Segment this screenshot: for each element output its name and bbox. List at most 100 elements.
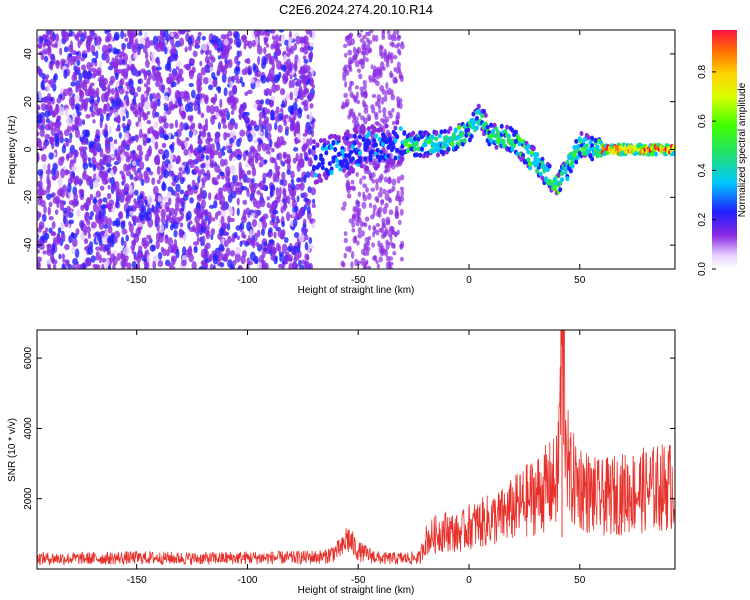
spectrogram-cell (93, 196, 97, 204)
spectrogram-cell (293, 73, 297, 78)
spectrogram-cell (155, 92, 161, 102)
spectrogram-cell (78, 188, 85, 195)
spectrogram-cell (352, 46, 357, 54)
spectrogram-cell (308, 111, 313, 122)
spectrogram-cell (186, 210, 192, 220)
spectrogram-cell (246, 57, 251, 65)
y-tick-label: 40 (23, 48, 34, 60)
spectrogram-cell (136, 222, 143, 228)
spectrogram-cell (78, 178, 83, 187)
spectrogram-cell (90, 67, 97, 73)
spectrogram-cell (219, 98, 223, 109)
spectrogram-cell (52, 259, 58, 265)
spectrogram-cell (204, 159, 210, 170)
spectrogram-cell (222, 124, 228, 129)
spectrogram-cell (380, 199, 385, 204)
spectrogram-cell (257, 56, 261, 66)
spectrogram-cell (169, 122, 174, 130)
spectrogram-cell (350, 251, 355, 259)
spectrogram-cell (430, 134, 435, 140)
spectrogram-cell (368, 172, 373, 180)
x-tick-label: -50 (351, 275, 366, 286)
spectrogram-cell (288, 262, 293, 269)
spectrogram-cell (102, 153, 106, 163)
spectrogram-cell (331, 140, 336, 146)
spectrogram-cell (388, 209, 394, 216)
spectrogram-cell (584, 143, 589, 149)
spectrogram-cell (358, 73, 363, 80)
spectrogram-cell (43, 232, 50, 240)
spectrogram-cell (193, 246, 198, 254)
spectrogram-cell (40, 80, 45, 89)
spectrogram-cell (379, 149, 384, 155)
spectrogram-cell (306, 200, 311, 207)
spectrogram-cell (381, 217, 386, 224)
spectrogram-cell (86, 219, 91, 226)
spectrogram-cell (242, 101, 247, 112)
spectrogram-cell (342, 70, 347, 77)
spectrogram-cell (138, 245, 143, 252)
spectrogram-cell (575, 144, 580, 150)
spectrogram-cell (76, 59, 81, 66)
spectrogram-cell (279, 230, 285, 240)
spectrogram-cell (112, 47, 118, 55)
spectrogram-cell (344, 172, 349, 179)
spectrogram-cell (387, 177, 392, 185)
spectrogram-cell (275, 42, 280, 52)
spectrogram-cell (270, 254, 276, 261)
snr-xlabel: Height of straight line (km) (298, 585, 415, 596)
snr-frame (36, 329, 676, 570)
spectrogram-cell (65, 169, 71, 175)
spectrogram-cell (393, 138, 398, 144)
spectrogram-cell (197, 122, 202, 130)
spectrogram-cell (257, 131, 264, 136)
spectrogram-cell (162, 115, 167, 123)
spectrogram-cell (352, 206, 357, 213)
spectrogram-cell (231, 102, 237, 111)
spectrogram-cell (326, 170, 331, 176)
spectrogram-cell (451, 132, 456, 138)
spectrogram-cell (295, 183, 301, 191)
spectrogram-cell (342, 168, 347, 174)
spectrogram-cell (265, 98, 271, 106)
spectrogram-cell (269, 156, 275, 164)
x-tick-label: 0 (466, 575, 472, 586)
spectrogram-cell (105, 163, 112, 168)
spectrogram-cell (64, 137, 69, 143)
spectrogram-cell (311, 139, 316, 145)
spectrogram-cell (258, 138, 263, 144)
spectrogram-cell (281, 171, 286, 181)
spectrogram-cell (384, 123, 389, 129)
spectrogram-cell (37, 256, 43, 262)
spectrogram-cell (85, 113, 91, 119)
spectrogram-cell (372, 34, 376, 43)
spectrogram-cell (155, 80, 161, 88)
spectrogram-cell (293, 147, 299, 152)
spectrogram-cell (467, 137, 472, 143)
spectrogram-cell (391, 145, 396, 151)
spectrogram-cell (246, 170, 252, 176)
spectrogram-cell (239, 129, 246, 137)
spectrogram-cell (255, 99, 261, 105)
spectrogram-cell (180, 30, 185, 35)
spectrogram-cell (156, 179, 161, 185)
spectrogram-cell (201, 235, 206, 245)
spectrogram-cell (43, 140, 48, 150)
spectrogram-cell (365, 37, 370, 43)
spectrogram-cell (311, 121, 315, 130)
spectrogram-cell (383, 94, 388, 103)
spectrogram-cell (123, 240, 127, 247)
spectrogram-cell (309, 42, 315, 47)
spectrogram-cell (234, 31, 240, 41)
spectrogram-cell (208, 54, 214, 61)
spectrogram-cell (39, 128, 45, 138)
spectrogram-cell (235, 246, 241, 255)
spectrogram-cell (238, 112, 242, 121)
spectrogram-cell (529, 150, 534, 156)
spectrogram-cell (379, 127, 384, 133)
spectrogram-cell (340, 149, 345, 155)
spectrogram-cell (137, 102, 144, 112)
spectrogram-cell (208, 204, 215, 209)
spectrogram-cell (127, 163, 132, 171)
spectrogram-cell (125, 196, 131, 204)
